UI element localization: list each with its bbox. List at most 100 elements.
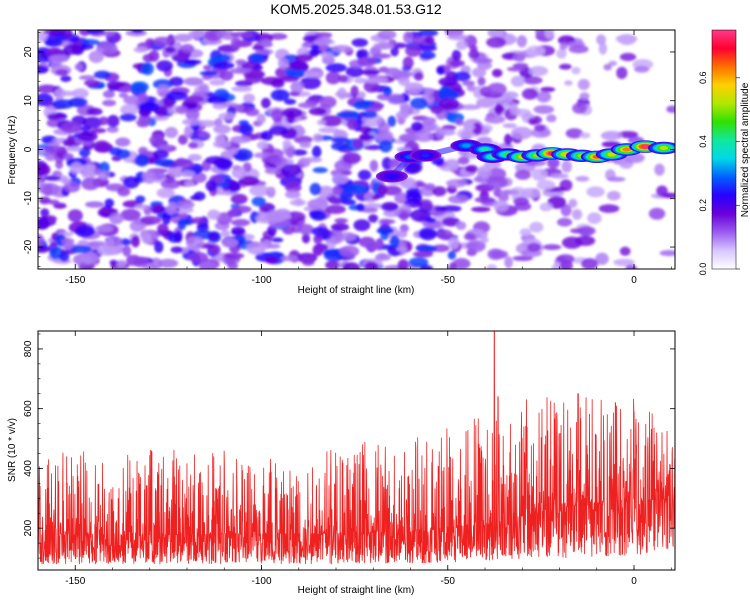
noise-blob — [502, 91, 519, 100]
noise-blob — [261, 76, 283, 86]
noise-blob — [396, 230, 408, 238]
noise-blob — [334, 218, 349, 224]
signal-point — [375, 170, 408, 183]
noise-blob — [331, 45, 353, 53]
noise-blob — [153, 36, 172, 47]
noise-blob — [434, 206, 447, 212]
x-tick-label: -150 — [65, 576, 85, 587]
noise-blob — [265, 154, 281, 164]
snr-panel: -150 -100 -50 0 200 400 600 800 Height of stra… — [7, 330, 676, 596]
noise-blob — [616, 66, 628, 80]
noise-blob — [43, 145, 63, 153]
noise-blob — [285, 182, 302, 193]
noise-blob — [383, 209, 401, 218]
noise-blob — [400, 177, 417, 189]
noise-blob — [403, 163, 421, 175]
noise-blob — [183, 77, 204, 86]
noise-blob — [38, 216, 49, 230]
noise-blob — [86, 107, 103, 116]
x-tick-label: 0 — [631, 576, 637, 587]
noise-blob — [230, 135, 252, 144]
noise-blob — [139, 215, 162, 225]
y-tick-label: 20 — [23, 46, 34, 58]
noise-blob — [596, 34, 607, 45]
noise-blob — [294, 54, 313, 62]
noise-blob — [280, 255, 299, 262]
noise-blob — [529, 221, 544, 233]
noise-blob — [565, 128, 584, 139]
noise-blob — [302, 258, 315, 266]
noise-blob — [153, 204, 163, 214]
y-tick-label: -10 — [23, 191, 34, 206]
noise-blob — [486, 176, 508, 189]
spectrogram-y-label: Frequency (Hz) — [7, 116, 18, 185]
noise-blob — [331, 137, 350, 143]
spectrogram-signal-track — [375, 139, 675, 183]
noise-blob — [149, 135, 165, 146]
noise-blob — [418, 30, 439, 37]
noise-blob — [175, 105, 188, 115]
noise-blob — [230, 193, 248, 205]
noise-blob — [471, 206, 491, 213]
noise-blob — [81, 177, 100, 191]
noise-blob — [320, 115, 343, 127]
noise-blob — [260, 130, 273, 141]
noise-blob — [364, 261, 379, 269]
noise-blob — [117, 187, 131, 197]
noise-blob — [625, 264, 637, 269]
noise-blob — [357, 91, 366, 100]
noise-blob — [266, 243, 281, 249]
noise-blob — [413, 71, 424, 81]
spectrogram-noise-blobs — [38, 30, 675, 269]
noise-blob — [463, 232, 476, 241]
noise-blob — [463, 124, 476, 131]
noise-blob — [536, 179, 556, 191]
noise-blob — [542, 244, 562, 251]
noise-blob — [339, 245, 360, 258]
noise-blob — [568, 198, 578, 208]
noise-blob — [451, 49, 462, 62]
noise-blob — [480, 236, 489, 244]
noise-blob — [142, 170, 157, 184]
noise-blob — [425, 217, 437, 224]
noise-blob — [256, 140, 269, 150]
noise-blob — [206, 96, 228, 105]
noise-blob — [325, 71, 341, 85]
noise-blob — [267, 186, 276, 194]
noise-blob — [312, 133, 324, 143]
noise-blob — [413, 251, 434, 258]
noise-blob — [377, 122, 390, 134]
noise-blob — [38, 84, 58, 94]
x-tick-label: -150 — [65, 275, 85, 286]
noise-blob — [293, 135, 313, 144]
noise-blob — [81, 251, 99, 265]
noise-blob — [531, 168, 548, 181]
noise-blob — [379, 219, 396, 225]
noise-blob — [135, 204, 148, 210]
noise-blob — [161, 211, 172, 225]
noise-blob — [510, 126, 533, 140]
noise-blob — [397, 259, 409, 269]
noise-blob — [352, 138, 364, 149]
noise-blob — [512, 52, 526, 62]
noise-blob — [377, 130, 394, 143]
noise-blob — [243, 93, 256, 103]
noise-blob — [285, 147, 295, 159]
noise-blob — [129, 220, 146, 232]
y-tick-label: 400 — [23, 460, 34, 477]
noise-blob — [424, 36, 435, 45]
noise-blob — [457, 156, 470, 165]
noise-blob — [230, 37, 242, 50]
noise-blob — [81, 170, 97, 180]
noise-blob — [634, 65, 650, 73]
noise-blob — [78, 75, 96, 81]
noise-blob — [250, 53, 264, 63]
noise-blob — [141, 232, 152, 244]
noise-blob — [311, 145, 322, 158]
noise-blob — [184, 125, 193, 138]
noise-blob — [184, 180, 195, 187]
noise-blob — [264, 256, 278, 264]
noise-blob — [131, 30, 144, 34]
noise-blob — [455, 119, 464, 126]
noise-blob — [106, 126, 119, 133]
